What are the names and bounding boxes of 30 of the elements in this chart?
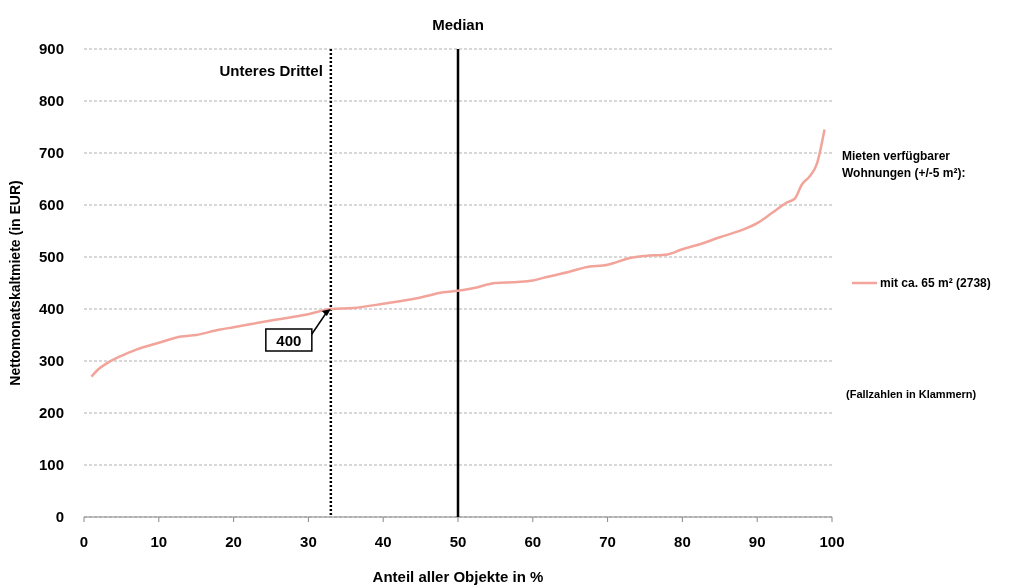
x-tick-label: 10 [150,533,168,550]
line-series [90,128,826,378]
y-tick-label: 500 [38,248,64,265]
y-tick-label: 900 [38,40,64,57]
y-tick-label: 800 [38,92,64,109]
annotation: 400 [276,332,302,349]
x-tick-label: 20 [225,533,242,550]
x-tick-label: 50 [449,533,467,550]
y-tick-label: 200 [38,404,64,421]
x-tick-label: 0 [79,533,89,550]
legend-title: Mieten verfügbarer Wohnungen (+/-5 m²): [842,149,966,180]
ref-line-label: Median [432,16,484,33]
y-tick-label: 600 [38,196,64,213]
legend-label: mit ca. 65 m² (2738) [880,276,991,290]
x-tick-label: 60 [524,533,542,550]
y-tick-label: 0 [55,508,64,525]
x-tick-label: 80 [674,533,691,550]
x-tick-label: 70 [599,533,616,550]
y-axis-title: Nettomonatskaltmiete (in EUR) [7,180,23,386]
x-tick-label: 90 [748,533,766,550]
x-tick-label: 100 [819,533,845,550]
y-tick-label: 100 [38,456,64,473]
ref-line-label: Unteres Drittel [219,62,323,79]
y-tick-label: 300 [38,352,64,369]
text: (Fallzahlen in Klammern) [846,388,977,400]
y-tick-label: 700 [38,144,64,161]
x-tick-label: 40 [374,533,392,550]
x-axis-title: Anteil aller Objekte in % [372,568,544,585]
x-tick-label: 30 [300,533,317,550]
y-tick-label: 400 [38,300,64,317]
